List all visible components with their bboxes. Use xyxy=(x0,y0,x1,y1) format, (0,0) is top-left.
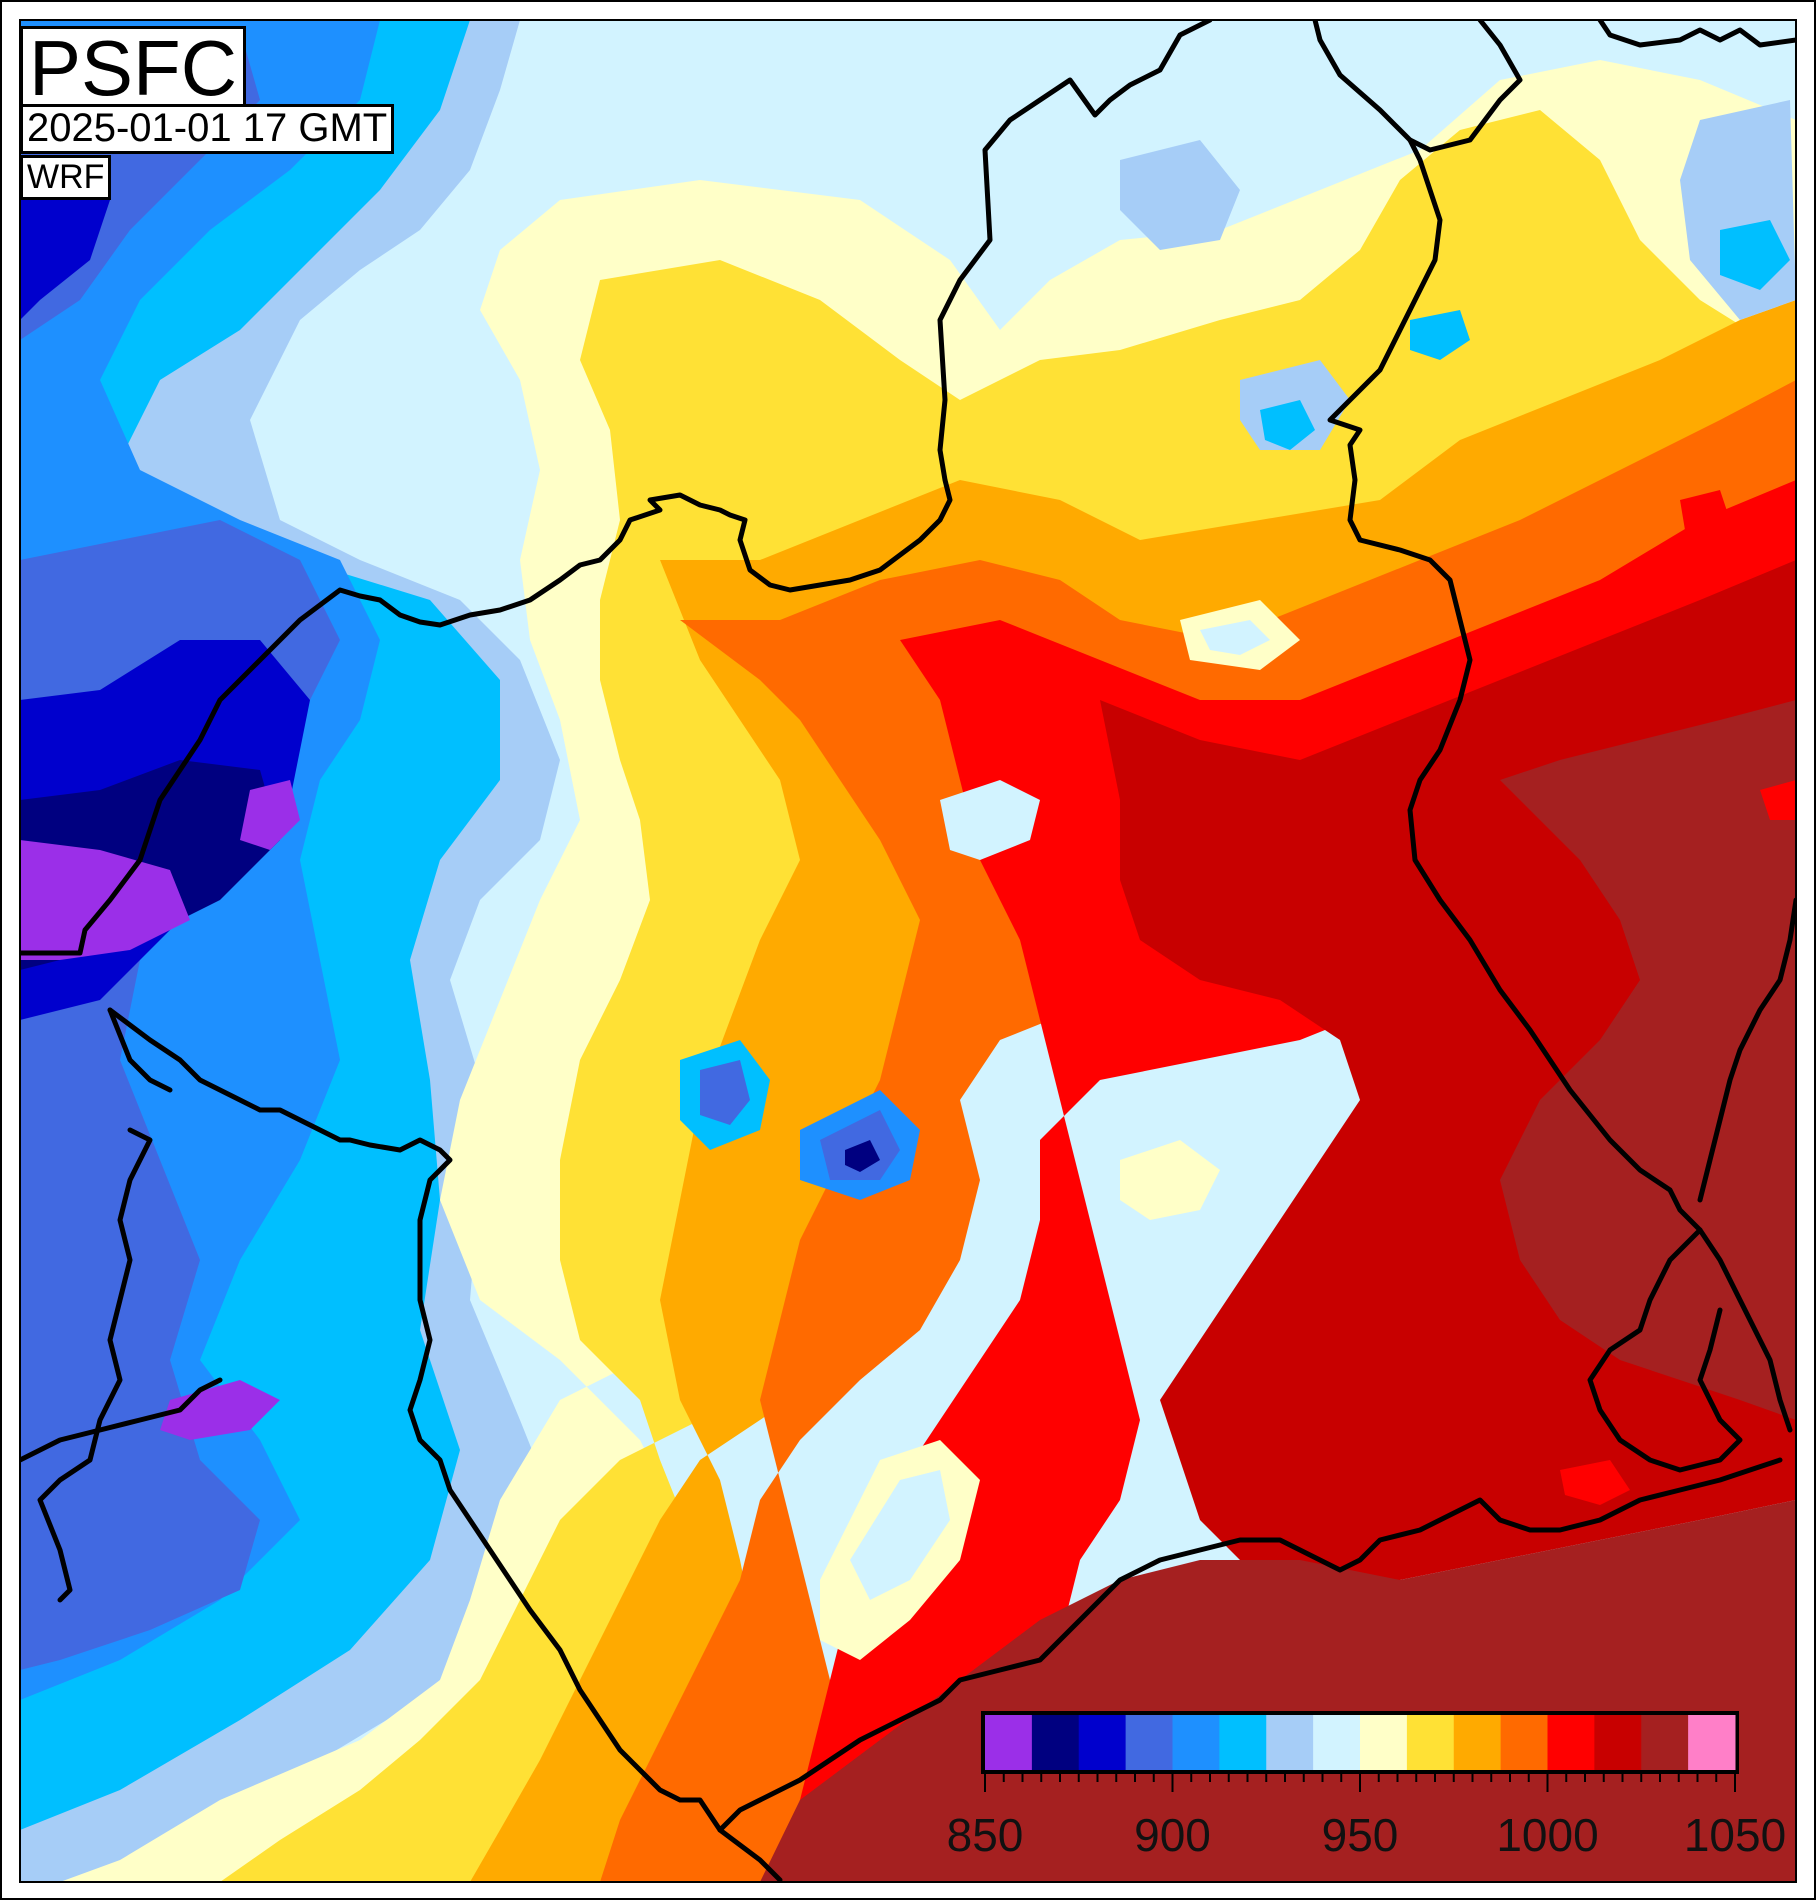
field-pocket-pale-1 xyxy=(940,780,1040,860)
colorbar-swatch xyxy=(1219,1715,1267,1770)
border-se-loop xyxy=(1587,1227,1743,1473)
border-west-cross xyxy=(20,1007,223,1463)
colorbar-swatch xyxy=(1078,1715,1127,1770)
model-name: WRF xyxy=(20,155,112,200)
colorbar-swatch xyxy=(1453,1715,1502,1770)
colorbar-tick-label: 900 xyxy=(1134,1809,1211,1861)
colorbar-tick-label: 950 xyxy=(1321,1809,1399,1861)
field-pocket-red-south xyxy=(1560,1460,1630,1505)
map-title: PSFC xyxy=(20,26,247,112)
field-pocket-navy-1 xyxy=(845,1140,880,1172)
field-pocket-royal-2 xyxy=(700,1060,750,1125)
colorbar-swatch xyxy=(1547,1715,1595,1770)
colorbar xyxy=(981,1711,1739,1792)
colorbar-swatch xyxy=(1500,1715,1548,1770)
valid-time: 2025-01-01 17 GMT xyxy=(20,104,395,154)
colorbar-swatch xyxy=(1031,1715,1080,1770)
field-pocket-red-east xyxy=(1680,490,1796,820)
border-west-lower xyxy=(37,1127,153,1603)
colorbar-swatch xyxy=(1641,1715,1689,1770)
border-east-vertical xyxy=(1327,137,1793,1433)
field-pocket-sky-ne xyxy=(1260,220,1790,450)
field-pocket-light-blue-ne xyxy=(1120,100,1796,450)
colorbar-tick-label: 850 xyxy=(946,1809,1024,1861)
border-east-north xyxy=(1312,20,1523,153)
border-ne-corner xyxy=(1597,20,1796,48)
border-north-central xyxy=(20,20,1213,956)
plot-border xyxy=(19,19,1797,1883)
colorbar-swatch xyxy=(985,1715,1033,1770)
colorbar-swatch xyxy=(1360,1715,1408,1770)
border-west-inner xyxy=(107,1007,783,1882)
colorbar-swatch xyxy=(1313,1715,1361,1770)
colorbar-tick-label: 1000 xyxy=(1496,1809,1599,1861)
colorbar-swatch xyxy=(1688,1715,1736,1770)
colorbar-swatch xyxy=(1594,1715,1642,1770)
colorbar-swatch xyxy=(1125,1715,1173,1770)
colorbar-swatch xyxy=(1172,1715,1220,1770)
colorbar-swatch xyxy=(1266,1715,1314,1770)
colorbar-tick-label: 1050 xyxy=(1683,1809,1787,1861)
field-pocket-pale-ne xyxy=(1200,620,1270,655)
field-pocket-pale-2 xyxy=(850,1470,950,1600)
field-brown-red-south xyxy=(760,1500,1796,1882)
country-borders xyxy=(20,20,1796,1882)
pressure-field xyxy=(20,20,1796,1882)
field-brown-red-east xyxy=(1500,700,1796,1420)
colorbar-swatch xyxy=(1406,1715,1455,1770)
field-purple-west xyxy=(20,780,300,1440)
border-south-coast xyxy=(717,1457,1783,1833)
field-pocket-cream-1 xyxy=(1120,1140,1220,1220)
border-east-edge xyxy=(1697,897,1796,1203)
